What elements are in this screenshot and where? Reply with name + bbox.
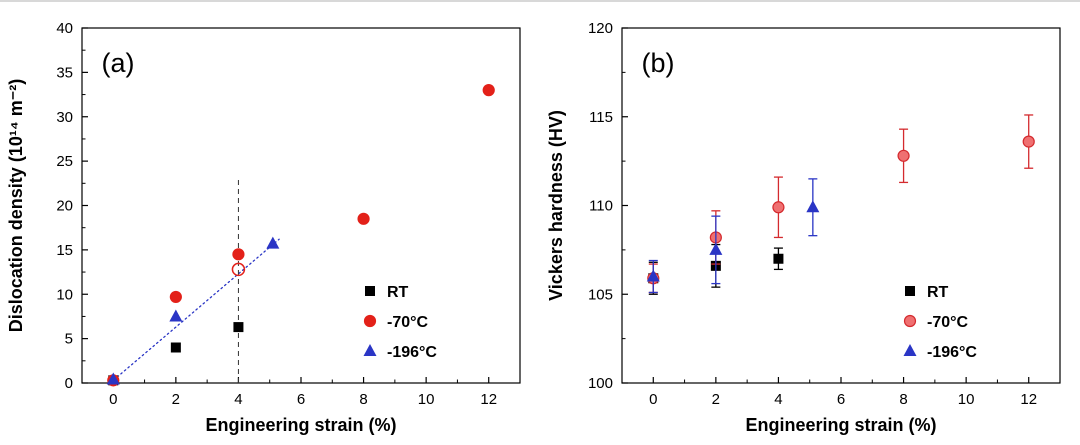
x-tick-label: 10 bbox=[958, 391, 975, 408]
legend-label: -70°C bbox=[927, 314, 969, 331]
data-point bbox=[772, 201, 785, 214]
y-tick-label: 100 bbox=[588, 375, 613, 392]
panel-a: 0 2 4 6 8 10 12 0 5 10 15 20 25 30 35 40 Engineering str… bbox=[0, 2, 540, 445]
y-tick-label: 10 bbox=[56, 286, 73, 303]
y-tick-label: 40 bbox=[56, 20, 73, 37]
y-axis-label: Dislocation density (10¹⁴ m⁻²) bbox=[6, 79, 26, 332]
x-tick-label: 2 bbox=[172, 391, 180, 408]
panel-label: (b) bbox=[642, 48, 675, 78]
data-point bbox=[357, 212, 370, 225]
legend-marker bbox=[903, 344, 917, 356]
panel-label: (a) bbox=[102, 48, 135, 78]
x-tick-label: 4 bbox=[774, 391, 782, 408]
legend-marker bbox=[365, 286, 375, 296]
data-point bbox=[646, 269, 660, 282]
x-axis-label: Engineering strain (%) bbox=[745, 415, 936, 435]
x-axis-label: Engineering strain (%) bbox=[205, 415, 396, 435]
y-tick-label: 25 bbox=[56, 153, 73, 170]
data-point bbox=[169, 290, 182, 304]
x-tick-label: 6 bbox=[297, 391, 305, 408]
x-tick-label: 2 bbox=[712, 391, 720, 408]
legend-label: -196°C bbox=[927, 344, 977, 361]
data-point bbox=[232, 248, 245, 261]
legend-marker bbox=[363, 314, 377, 328]
legend-marker bbox=[903, 314, 917, 328]
y-tick-label: 20 bbox=[56, 198, 73, 215]
data-point bbox=[106, 372, 120, 385]
chart-a-canvas: 0 2 4 6 8 10 12 0 5 10 15 20 25 30 35 40 Engineering str… bbox=[6, 20, 521, 435]
legend-label: -196°C bbox=[387, 344, 437, 361]
chart-b-canvas: 0 2 4 6 8 10 12 100 105 110 115 120 Engineering stra… bbox=[546, 20, 1061, 435]
data-point bbox=[773, 253, 784, 264]
data-point bbox=[169, 309, 183, 322]
data-point bbox=[233, 322, 244, 333]
data-point bbox=[709, 242, 723, 255]
y-tick-label: 15 bbox=[56, 242, 73, 259]
y-tick-label: 115 bbox=[589, 109, 613, 126]
data-point bbox=[170, 342, 181, 353]
plot-frame bbox=[81, 27, 521, 384]
legend-label: -70°C bbox=[387, 314, 429, 331]
y-tick-label: 0 bbox=[65, 375, 73, 392]
x-tick-label: 10 bbox=[418, 391, 435, 408]
data-point bbox=[266, 236, 280, 249]
data-point bbox=[1022, 135, 1035, 148]
legend-label: RT bbox=[927, 284, 949, 301]
y-axis-label: Vickers hardness (HV) bbox=[546, 110, 566, 301]
x-tick-label: 0 bbox=[109, 391, 117, 408]
data-point bbox=[482, 84, 495, 97]
y-tick-label: 120 bbox=[588, 20, 613, 37]
x-tick-label: 12 bbox=[480, 391, 497, 408]
y-tick-label: 110 bbox=[589, 198, 613, 215]
y-tick-label: 5 bbox=[65, 331, 73, 348]
y-tick-label: 30 bbox=[56, 109, 73, 126]
data-point bbox=[806, 200, 820, 213]
x-tick-label: 4 bbox=[234, 391, 242, 408]
x-tick-label: 0 bbox=[649, 391, 657, 408]
legend-marker bbox=[905, 286, 915, 296]
data-point bbox=[897, 149, 910, 162]
y-tick-label: 105 bbox=[588, 286, 613, 303]
y-tick-label: 35 bbox=[56, 64, 73, 81]
legend-marker bbox=[363, 344, 377, 356]
x-tick-label: 6 bbox=[837, 391, 845, 408]
fit-line bbox=[109, 238, 280, 384]
legend-label: RT bbox=[387, 284, 409, 301]
x-tick-label: 8 bbox=[359, 391, 367, 408]
panel-b: 0 2 4 6 8 10 12 100 105 110 115 120 Engineering stra… bbox=[540, 2, 1080, 445]
open-circle-marker bbox=[231, 262, 246, 277]
x-tick-label: 12 bbox=[1020, 391, 1037, 408]
x-tick-label: 8 bbox=[899, 391, 907, 408]
plot-frame bbox=[621, 27, 1061, 384]
